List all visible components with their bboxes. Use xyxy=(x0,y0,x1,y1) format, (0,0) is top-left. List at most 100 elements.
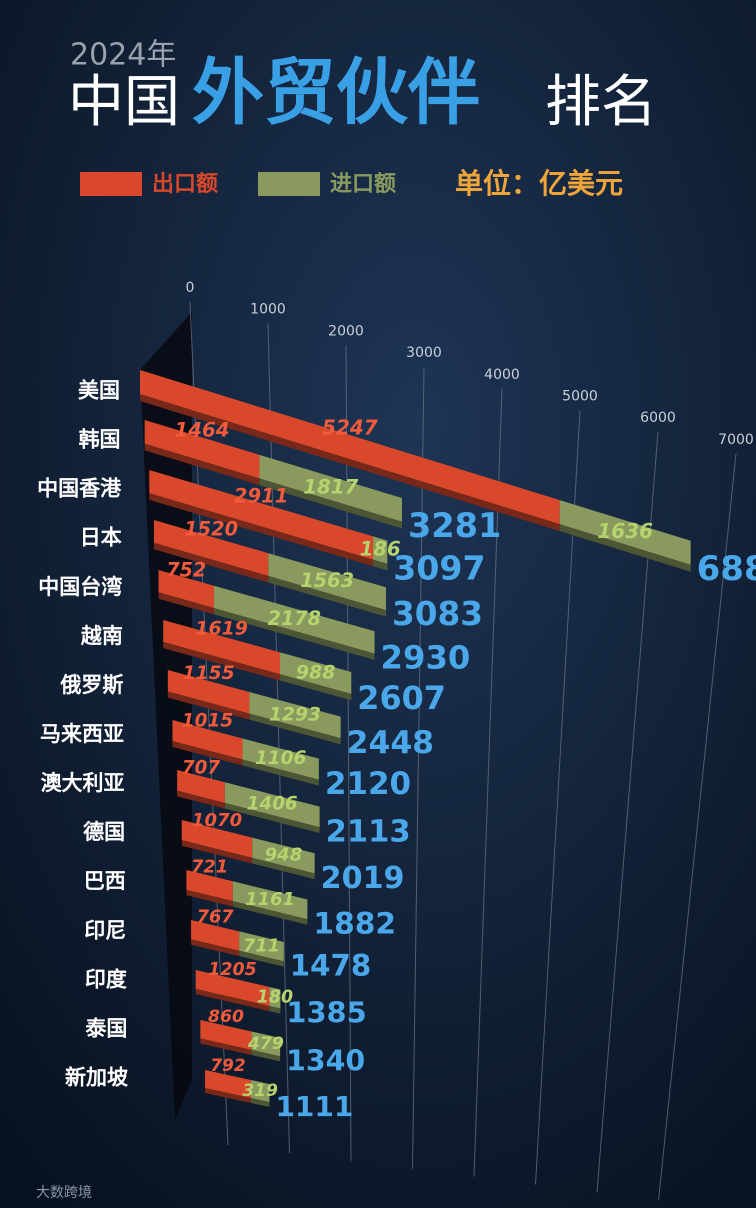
bar xyxy=(242,738,319,780)
value-label: 319 xyxy=(242,1081,278,1101)
bar-side xyxy=(259,478,402,529)
value-label: 1161 xyxy=(245,889,295,910)
bar-segment xyxy=(250,1079,270,1107)
bar-segment xyxy=(259,454,402,529)
bar-segment xyxy=(149,470,374,567)
bar-segment xyxy=(158,570,215,615)
grid-line xyxy=(658,453,737,1201)
legend-label: 进口额 xyxy=(330,172,396,197)
bar-segment xyxy=(177,770,225,809)
bar xyxy=(259,454,402,522)
total-label: 3083 xyxy=(392,595,483,633)
value-label: 1619 xyxy=(195,618,248,640)
value-label: 860 xyxy=(208,1007,244,1027)
bar-segment xyxy=(205,1070,251,1103)
bar xyxy=(205,1070,251,1098)
bar-segment xyxy=(239,931,284,967)
bar-side xyxy=(239,950,284,967)
grid-line xyxy=(596,432,659,1193)
bar-side xyxy=(280,674,352,701)
bar xyxy=(280,652,352,694)
bar xyxy=(252,837,315,874)
bar-segment xyxy=(200,1020,252,1056)
value-label: 792 xyxy=(210,1056,246,1076)
bar-side xyxy=(214,607,375,660)
bar-side xyxy=(181,840,253,864)
bar xyxy=(249,692,341,739)
bar xyxy=(153,520,269,576)
title: 排名 xyxy=(545,70,657,135)
value-label: 948 xyxy=(265,845,303,866)
title-highlight: 外贸伙伴 xyxy=(192,51,480,135)
total-label: 2113 xyxy=(326,815,411,850)
title: 中国 xyxy=(68,70,180,135)
bar xyxy=(167,670,250,714)
axis-wall xyxy=(140,312,192,1120)
total-label: 3097 xyxy=(393,548,485,587)
bar xyxy=(232,881,308,920)
bar-segment xyxy=(167,670,250,720)
bar-segment xyxy=(153,520,269,583)
value-label: 479 xyxy=(247,1034,284,1054)
bar-segment xyxy=(186,870,233,907)
grid-line xyxy=(345,345,352,1161)
category-label: 马来西亚 xyxy=(40,721,124,746)
bar-side xyxy=(373,559,388,571)
grid: 0 1000 2000 3000 4000 5000 6000 7000 xyxy=(186,280,754,1201)
bar-side xyxy=(559,524,691,572)
x-tick-label: 6000 xyxy=(640,410,676,426)
bar-side xyxy=(242,759,319,786)
category-label: 俄罗斯 xyxy=(59,672,123,697)
x-tick-label: 3000 xyxy=(406,345,442,361)
value-label: 707 xyxy=(182,757,220,778)
category-label: 韩国 xyxy=(79,427,121,452)
category-label: 巴西 xyxy=(84,868,126,893)
bar-segment xyxy=(224,782,320,834)
x-tick-label: 2000 xyxy=(328,323,364,339)
bar xyxy=(559,500,691,565)
bar xyxy=(251,1031,281,1057)
x-tick-label: 0 xyxy=(186,280,195,296)
bar-segment xyxy=(251,1031,281,1062)
bar-segment xyxy=(163,620,281,681)
value-label: 1464 xyxy=(175,419,230,442)
category-label: 新加坡 xyxy=(65,1065,128,1090)
bar-side xyxy=(205,1088,251,1103)
x-tick-label: 5000 xyxy=(562,389,598,405)
bar xyxy=(149,470,374,560)
bar xyxy=(250,1079,270,1102)
bar-side xyxy=(186,889,233,907)
total-label: 2448 xyxy=(347,725,434,761)
x-tick-label: 4000 xyxy=(484,367,520,383)
bar xyxy=(158,570,215,608)
bar-segment xyxy=(269,986,281,1014)
value-label: 1563 xyxy=(300,569,354,592)
value-label: 1155 xyxy=(183,663,235,684)
bar xyxy=(195,970,270,1006)
bar xyxy=(269,986,281,1009)
category-label: 日本 xyxy=(80,525,122,550)
value-label: 1205 xyxy=(208,960,256,980)
value-label: 1015 xyxy=(182,711,234,732)
bar xyxy=(200,1020,252,1050)
category-label: 中国香港 xyxy=(37,476,122,501)
grid-line xyxy=(473,388,503,1177)
legend-swatch xyxy=(80,172,142,196)
bar-side xyxy=(195,988,270,1012)
legend-label: 出口额 xyxy=(152,172,218,197)
bar-side xyxy=(191,939,240,957)
category-label: 澳大利亚 xyxy=(41,770,125,795)
value-label: 1636 xyxy=(597,519,653,543)
bar-side xyxy=(250,1097,270,1107)
x-tick-label: 1000 xyxy=(250,302,286,318)
value-label: 988 xyxy=(296,662,335,684)
grid-line xyxy=(535,410,581,1185)
category-label: 泰国 xyxy=(84,1015,127,1040)
bar-segment xyxy=(252,837,315,880)
total-label: 2019 xyxy=(321,861,405,896)
total-label: 1385 xyxy=(286,995,366,1029)
bar-side xyxy=(249,713,341,745)
bar xyxy=(373,536,388,564)
unit: 单位：亿美元 xyxy=(455,167,623,200)
